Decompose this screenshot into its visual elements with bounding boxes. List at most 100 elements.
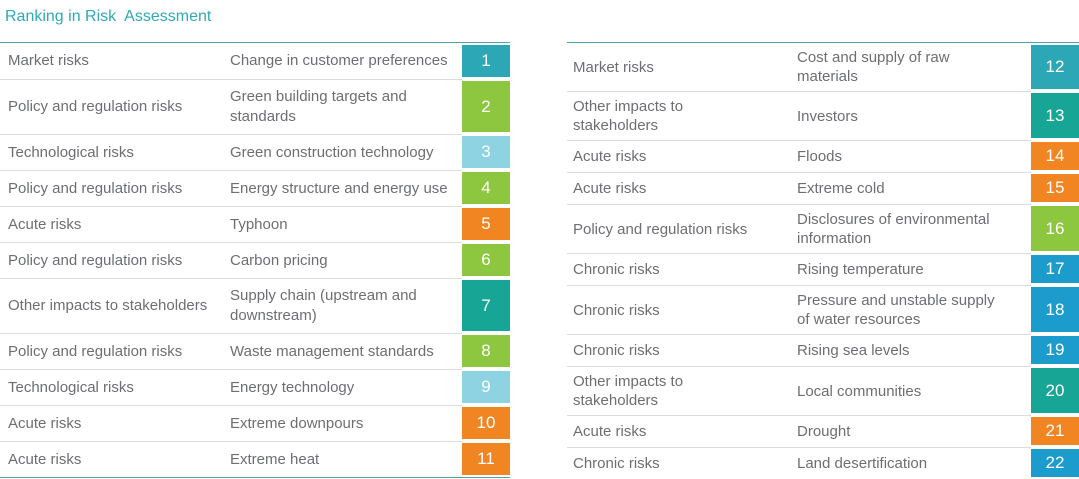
risk-category: Chronic risks	[573, 301, 660, 319]
risk-category: Other impacts to stakeholders	[573, 373, 684, 409]
risk-row-cells: Acute risks Typhoon	[0, 206, 462, 242]
risk-description: Energy structure and energy use	[230, 179, 448, 197]
risk-category: Technological risks	[8, 378, 134, 396]
risk-row: Market risks Change in customer preferen…	[0, 43, 510, 79]
risk-row-cells: Chronic risks Rising temperature	[567, 253, 1031, 285]
rank-badge: 22	[1031, 449, 1079, 477]
risk-category: Acute risks	[8, 414, 82, 432]
risk-description: Investors	[797, 107, 858, 125]
rank-badge: 21	[1031, 417, 1079, 445]
risk-row: Chronic risks Rising temperature 17	[567, 253, 1079, 285]
risk-row-cells: Market risks Change in customer preferen…	[0, 43, 462, 79]
rank-badge: 18	[1031, 287, 1079, 332]
rank-badge: 12	[1031, 45, 1079, 89]
risk-description: Local communities	[797, 382, 922, 400]
risk-category: Acute risks	[573, 423, 647, 440]
risk-description: Drought	[797, 423, 851, 440]
risk-description: Carbon pricing	[230, 251, 328, 269]
rank-badge: 8	[462, 335, 510, 367]
rank-badge: 5	[462, 208, 510, 240]
risk-category: Other impacts to stakeholders	[573, 98, 684, 134]
risk-row: Policy and regulation risks Disclosures …	[567, 204, 1079, 253]
risk-description: Waste management standards	[230, 342, 434, 360]
risk-row-cells: Technological risks Energy technology	[0, 369, 462, 405]
risk-row-cells: Acute risks Floods	[567, 140, 1031, 172]
risk-description: Land desertification	[797, 455, 928, 472]
risk-category: Acute risks	[573, 180, 647, 197]
risk-table-right: Market risks Cost and supply of raw mate…	[567, 42, 1079, 479]
rank-badge: 16	[1031, 206, 1079, 251]
risk-row: Policy and regulation risks Carbon prici…	[0, 242, 510, 278]
risk-row: Chronic risks Pressure and unstable supp…	[567, 285, 1079, 334]
risk-category: Policy and regulation risks	[8, 251, 183, 269]
rank-badge: 17	[1031, 255, 1079, 283]
risk-category: Chronic risks	[573, 455, 660, 472]
risk-category: Chronic risks	[573, 261, 660, 278]
risk-category: Policy and regulation risks	[573, 220, 748, 238]
risk-description: Extreme heat	[230, 450, 320, 468]
risk-description: Supply chain (upstream and downstream)	[230, 287, 417, 324]
risk-row: Acute risks Floods 14	[567, 140, 1079, 172]
risk-description: Rising temperature	[797, 261, 924, 278]
risk-row: Acute risks Extreme heat 11	[0, 441, 510, 477]
risk-category: Policy and regulation risks	[8, 98, 183, 115]
risk-row-cells: Policy and regulation risks Carbon prici…	[0, 242, 462, 278]
risk-table-left: Market risks Change in customer preferen…	[0, 42, 510, 478]
risk-row: Technological risks Green construction t…	[0, 134, 510, 170]
risk-description: Energy technology	[230, 378, 355, 396]
risk-row: Other impacts to stakeholders Investors …	[567, 91, 1079, 140]
risk-row-cells: Other impacts to stakeholders Local comm…	[567, 366, 1031, 415]
risk-description: Floods	[797, 148, 843, 165]
risk-row: Other impacts to stakeholders Local comm…	[567, 366, 1079, 415]
risk-row-cells: Policy and regulation risks Waste manage…	[0, 333, 462, 369]
risk-category: Acute risks	[8, 215, 82, 233]
risk-row: Technological risks Energy technology 9	[0, 369, 510, 405]
risk-description: Extreme downpours	[230, 414, 364, 432]
risk-row-cells: Policy and regulation risks Green buildi…	[0, 79, 462, 134]
risk-category: Market risks	[8, 52, 89, 69]
risk-row-cells: Technological risks Green construction t…	[0, 134, 462, 170]
risk-row-cells: Chronic risks Land desertification	[567, 447, 1031, 479]
risk-row-cells: Policy and regulation risks Disclosures …	[567, 204, 1031, 253]
risk-row-cells: Chronic risks Pressure and unstable supp…	[567, 285, 1031, 334]
risk-row: Other impacts to stakeholders Supply cha…	[0, 278, 510, 333]
risk-description: Extreme cold	[797, 180, 885, 197]
risk-row: Acute risks Extreme cold 15	[567, 172, 1079, 204]
rank-badge: 13	[1031, 93, 1079, 138]
risk-row-cells: Policy and regulation risks Energy struc…	[0, 170, 462, 206]
risk-row-cells: Market risks Cost and supply of raw mate…	[567, 43, 1031, 91]
risk-description: Rising sea levels	[797, 342, 910, 359]
rank-badge: 3	[462, 136, 510, 168]
risk-row-cells: Acute risks Extreme cold	[567, 172, 1031, 204]
ranking-tables: Market risks Change in customer preferen…	[0, 42, 1079, 479]
risk-row: Chronic risks Land desertification 22	[567, 447, 1079, 479]
risk-row-cells: Acute risks Extreme downpours	[0, 405, 462, 441]
risk-row-cells: Other impacts to stakeholders Supply cha…	[0, 278, 462, 333]
risk-row: Policy and regulation risks Energy struc…	[0, 170, 510, 206]
rank-badge: 4	[462, 172, 510, 204]
risk-description: Typhoon	[230, 215, 288, 233]
risk-description: Change in customer preferences	[230, 52, 448, 69]
rank-badge: 10	[462, 407, 510, 439]
risk-row-cells: Chronic risks Rising sea levels	[567, 334, 1031, 366]
risk-row-cells: Acute risks Extreme heat	[0, 441, 462, 477]
risk-row: Policy and regulation risks Green buildi…	[0, 79, 510, 134]
risk-row-cells: Other impacts to stakeholders Investors	[567, 91, 1031, 140]
risk-row: Acute risks Typhoon 5	[0, 206, 510, 242]
rank-badge: 7	[462, 280, 510, 331]
rank-badge: 9	[462, 371, 510, 403]
risk-description: Disclosures of environmental information	[797, 211, 990, 247]
risk-row: Policy and regulation risks Waste manage…	[0, 333, 510, 369]
rank-badge: 20	[1031, 368, 1079, 413]
risk-row: Acute risks Extreme downpours 10	[0, 405, 510, 441]
risk-row: Acute risks Drought 21	[567, 415, 1079, 447]
risk-row: Market risks Cost and supply of raw mate…	[567, 43, 1079, 91]
risk-category: Policy and regulation risks	[8, 342, 183, 360]
risk-row-cells: Acute risks Drought	[567, 415, 1031, 447]
figure-title: Ranking in Risk Assessment	[5, 8, 212, 25]
rank-badge: 14	[1031, 142, 1079, 170]
risk-row: Chronic risks Rising sea levels 19	[567, 334, 1079, 366]
risk-category: Chronic risks	[573, 342, 660, 359]
risk-description: Cost and supply of raw materials	[797, 49, 950, 85]
